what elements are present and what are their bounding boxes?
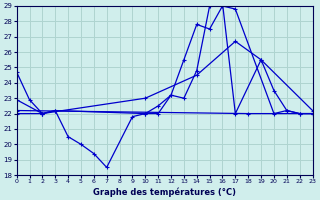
X-axis label: Graphe des températures (°C): Graphe des températures (°C) — [93, 187, 236, 197]
